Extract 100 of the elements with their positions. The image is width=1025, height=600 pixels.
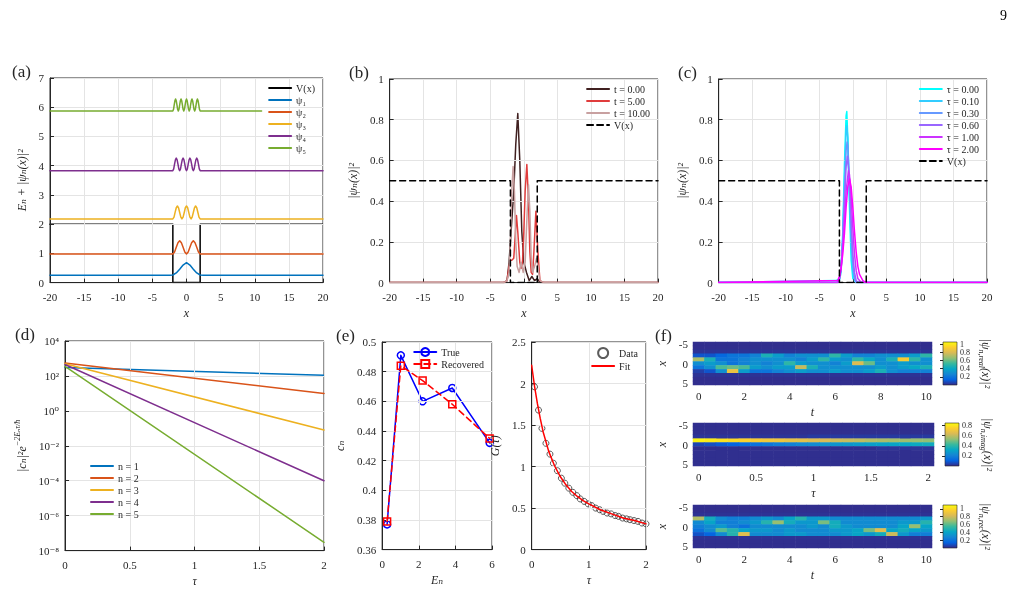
y-tick-label: 2 (38, 218, 44, 231)
y-axis-title: x (654, 523, 669, 531)
y-tick-label: 0.6 (698, 154, 714, 167)
x-tick-label: -5 (485, 290, 496, 303)
color-bar-label: 0.6 (960, 355, 970, 365)
y-tick-label: 0 (682, 438, 689, 451)
x-tick-label: 15 (618, 290, 631, 303)
x-tick-label: 10 (585, 290, 597, 303)
x-tick-label: 8 (878, 552, 885, 565)
y-tick-label: 2.5 (511, 336, 527, 348)
chart-title: (d) (15, 324, 35, 344)
legend-label: t = 10.00 (614, 107, 650, 119)
y-tick-label: 0.42 (356, 454, 377, 467)
color-bar-label: 0.6 (960, 520, 970, 530)
x-axis-title: Eₙ (429, 573, 444, 587)
color-bar-label: 0.4 (960, 364, 970, 374)
x-tick-label: 0.5 (122, 558, 138, 571)
x-tick-label: 10 (914, 290, 926, 303)
y-tick-label: 0.2 (369, 235, 384, 248)
y-tick-label: 1 (378, 73, 384, 85)
y-tick-label: 0.44 (356, 424, 377, 437)
legend-label: τ = 0.60 (946, 119, 980, 131)
x-tick-label: 2 (925, 470, 932, 483)
x-tick-label: 10 (249, 290, 261, 303)
x-tick-label: 0 (528, 557, 535, 570)
color-bar-label: 1 (960, 504, 964, 514)
y-tick-label: 3 (38, 188, 45, 201)
x-axis-title: τ (811, 485, 817, 500)
legend-label: ψ₃ (296, 118, 306, 130)
x-tick-label: 2 (643, 557, 649, 570)
y-tick-label: 0.5 (511, 502, 527, 515)
chart-title: (b) (349, 62, 369, 82)
y-tick-label: 1 (520, 460, 526, 473)
y-axis-title: G(τ) (488, 435, 502, 457)
y-tick-label: 0.4 (369, 195, 385, 208)
y-tick-label: 0.8 (369, 113, 385, 126)
x-tick-label: 0 (850, 290, 857, 303)
legend-label: t = 5.00 (614, 95, 645, 107)
legend-label: V(x) (614, 119, 633, 132)
y-tick-label: 7 (38, 72, 45, 84)
color-bar-label: 0.8 (960, 512, 970, 522)
legend-label: n = 5 (118, 508, 139, 520)
y-tick-label: 10² (44, 369, 60, 382)
y-tick-label: -5 (678, 337, 689, 350)
y-tick-label: 0 (38, 276, 45, 289)
y-tick-label: 1 (38, 247, 44, 260)
legend-label: τ = 0.10 (946, 95, 980, 107)
x-axis-title: t (810, 567, 815, 582)
y-tick-label: 0.4 (698, 195, 714, 208)
x-tick-label: 1.5 (252, 558, 267, 571)
x-tick-label: 20 (981, 290, 993, 303)
x-axis-title: x (520, 306, 528, 320)
y-tick-label: 5 (682, 540, 689, 553)
y-tick-label: 0 (378, 276, 385, 289)
color-bar-label: 0.4 (962, 441, 972, 451)
x-tick-label: 4 (786, 389, 793, 402)
color-bar-label: 0.4 (960, 527, 970, 537)
y-tick-label: 0.6 (369, 154, 385, 167)
y-tick-label: 0 (520, 543, 527, 556)
legend-label: τ = 1.00 (946, 131, 980, 143)
color-bar-label: 0.6 (962, 431, 972, 441)
x-tick-label: 6 (489, 557, 496, 570)
x-tick-label: 4 (452, 557, 459, 570)
x-tick-label: 1 (191, 558, 198, 571)
x-tick-label: 20 (317, 290, 329, 303)
x-tick-label: -10 (778, 290, 794, 303)
legend-label: V(x) (296, 82, 316, 95)
y-tick-label: 1.5 (511, 419, 527, 432)
legend-label: τ = 0.30 (946, 107, 980, 119)
legend-label: ψ₁ (296, 94, 306, 106)
y-tick-label: 0.36 (356, 543, 377, 556)
x-tick-label: -5 (814, 290, 825, 303)
y-tick-label: 2 (520, 377, 526, 390)
x-tick-label: 20 (652, 290, 664, 303)
y-axis-title: x (654, 441, 669, 449)
legend-label: n = 2 (118, 472, 139, 484)
legend-label: τ = 0.00 (946, 83, 980, 95)
x-tick-label: 1.5 (864, 470, 879, 483)
x-tick-label: 15 (283, 290, 295, 303)
x-tick-label: 4 (786, 552, 793, 565)
legend-label: n = 3 (118, 484, 139, 496)
y-tick-label: 0 (682, 357, 689, 370)
color-bar-label: 0.2 (960, 372, 970, 382)
legend-label: Fit (619, 360, 631, 372)
y-tick-label: 0.4 (362, 484, 377, 497)
y-tick-label: 0.8 (698, 113, 714, 126)
y-tick-label: 0 (682, 520, 689, 533)
x-axis-title: x (849, 306, 857, 320)
x-tick-label: 0 (183, 290, 190, 303)
x-tick-label: -20 (42, 290, 58, 303)
x-tick-label: -15 (415, 290, 432, 303)
x-tick-label: 2 (321, 558, 327, 571)
x-tick-label: 5 (217, 290, 224, 303)
color-bar-label: 0.8 (960, 347, 970, 357)
color-bar-label: 1 (960, 339, 964, 349)
y-tick-label: 6 (38, 101, 45, 114)
x-tick-label: 6 (832, 552, 839, 565)
x-tick-label: -20 (711, 290, 727, 303)
legend-label: n = 1 (118, 460, 139, 472)
legend-label: True (441, 346, 461, 358)
